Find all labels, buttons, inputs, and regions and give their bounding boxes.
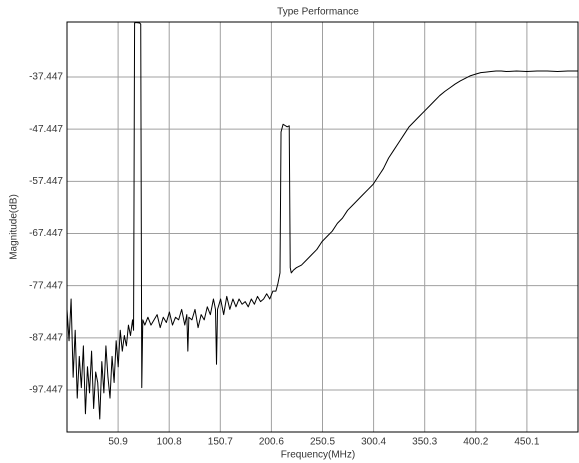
x-tick-label: 50.9	[108, 437, 128, 448]
plot-frame	[66, 21, 579, 433]
x-tick-label: 300.4	[361, 437, 386, 448]
y-tick-label: -37.447	[29, 72, 63, 83]
x-tick-label: 350.3	[412, 437, 437, 448]
x-tick-label: 250.5	[310, 437, 335, 448]
x-tick-label: 150.7	[208, 437, 233, 448]
y-tick-label: -67.447	[29, 228, 63, 239]
y-tick-label: -87.447	[29, 332, 63, 343]
chart-title: Type Performance	[277, 7, 359, 18]
y-tick-label: -57.447	[29, 176, 63, 187]
x-tick-label: 200.6	[259, 437, 284, 448]
y-tick-label: -97.447	[29, 385, 63, 396]
x-axis-label: Frequency(MHz)	[281, 450, 355, 461]
x-tick-label: 100.8	[157, 437, 182, 448]
x-tick-label: 450.1	[514, 437, 539, 448]
y-axis-label: Magnitude(dB)	[9, 194, 20, 260]
y-tick-label: -77.447	[29, 280, 63, 291]
y-tick-label: -47.447	[29, 124, 63, 135]
x-tick-label: 400.2	[463, 437, 488, 448]
data-line	[66, 22, 578, 420]
